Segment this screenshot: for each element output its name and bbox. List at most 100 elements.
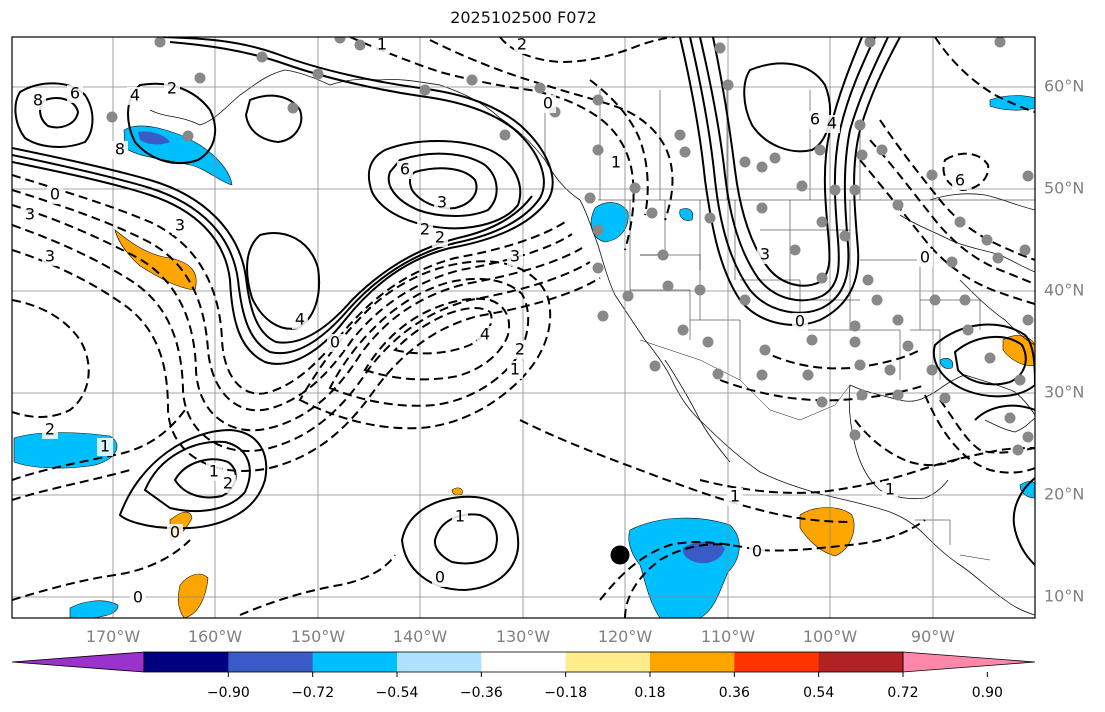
shade-negative: [679, 208, 693, 221]
contour-label: 8: [33, 91, 43, 110]
colorbar-tick-labels: −0.90 −0.72 −0.54 −0.36 −0.18 0.18 0.36 0.54 0.7…: [207, 685, 1003, 701]
contour-label: 8: [115, 140, 125, 159]
location-marker: [610, 545, 630, 565]
contour-label: 3: [45, 247, 55, 266]
contour-label: 1: [885, 480, 895, 499]
colorbar-segment: [144, 652, 229, 672]
gridlines: [12, 37, 1035, 618]
contour-label: 1: [455, 507, 465, 526]
colorbar-tick-label: −0.18: [544, 685, 587, 701]
colorbar-segment: [650, 652, 735, 672]
contour-label: 6: [70, 84, 80, 103]
contour-label: 3: [25, 205, 35, 224]
contour-label: 4: [295, 310, 305, 329]
contour-label: 0: [920, 248, 930, 267]
colorbar-segment-max: [902, 651, 1036, 673]
map-title: 2025102500 F072: [450, 8, 597, 27]
longitude-labels: 170°W 160°W 150°W 140°W 130°W 120°W 110°W 100°W…: [86, 627, 955, 646]
colorbar-segment: [397, 652, 482, 672]
colorbar-tick-label: 0.54: [803, 685, 834, 701]
contour-label: 2: [435, 228, 445, 247]
colorbar-tick-label: 0.90: [972, 685, 1003, 701]
colorbar-tick-label: 0.72: [887, 685, 918, 701]
longitude-label: 170°W: [86, 627, 141, 646]
latitude-label: 60°N: [1044, 77, 1084, 96]
contour-label: 1: [377, 35, 387, 54]
latitude-label: 40°N: [1044, 281, 1084, 300]
longitude-label: 130°W: [496, 627, 551, 646]
colorbar-segment: [734, 652, 820, 672]
contour-label: 2: [223, 474, 233, 493]
contour-label: 6: [955, 171, 965, 190]
solid-contours: [12, 37, 1035, 592]
shade-positive: [451, 487, 463, 496]
colorbar-segment: [312, 652, 398, 672]
contour-label: 3: [175, 216, 185, 235]
longitude-label: 140°W: [393, 627, 448, 646]
colorbar-tick-label: −0.72: [291, 685, 334, 701]
contour-label: 6: [810, 110, 820, 129]
contour-label: 0: [752, 542, 762, 561]
contour-label: 0: [543, 94, 553, 113]
contour-label: 1: [611, 153, 621, 172]
shade-positive: [114, 229, 197, 291]
contour-label: 2: [420, 220, 430, 239]
longitude-label: 150°W: [291, 627, 346, 646]
shade-negative: [628, 517, 740, 618]
colorbar-segment: [481, 652, 567, 672]
shade-negative: [939, 358, 953, 369]
contour-label: 1: [730, 487, 740, 506]
longitude-label: 90°W: [911, 627, 955, 646]
colorbar-tick-label: −0.54: [376, 685, 419, 701]
contour-label: 3: [510, 247, 520, 266]
shade-positive: [177, 573, 209, 618]
shade-negative: [590, 202, 629, 243]
contour-label: 2: [167, 79, 177, 98]
latitude-label: 50°N: [1044, 179, 1084, 198]
colorbar-tick-label: 0.36: [719, 685, 750, 701]
latitude-label: 30°N: [1044, 383, 1084, 402]
contour-label: 2: [45, 420, 55, 439]
contour-label: 4: [130, 86, 140, 105]
shade-negative: [69, 600, 119, 618]
contour-label: 0: [795, 312, 805, 331]
colorbar-tick-label: −0.36: [460, 685, 503, 701]
colorbar-segment: [565, 652, 651, 672]
colorbar-tick-label: 0.18: [634, 685, 665, 701]
contour-label: 3: [437, 193, 447, 212]
longitude-label: 110°W: [701, 627, 756, 646]
longitude-label: 120°W: [598, 627, 653, 646]
colorbar-segment: [228, 652, 314, 672]
contour-label: 0: [50, 185, 60, 204]
latitude-label: 20°N: [1044, 485, 1084, 504]
contour-label: 0: [170, 523, 180, 542]
longitude-label: 160°W: [188, 627, 243, 646]
station-dots: [106, 37, 1034, 456]
contour-label: 1: [209, 462, 219, 481]
colorbar: [11, 651, 1036, 677]
contour-label: 0: [330, 333, 340, 352]
shade-positive: [1002, 335, 1035, 366]
latitude-labels: 60°N 50°N 40°N 30°N 20°N 10°N: [1044, 77, 1084, 606]
contour-label: 2: [515, 340, 525, 359]
colorbar-segment: [818, 652, 904, 672]
contour-label: 6: [400, 160, 410, 179]
colorbar-segment-min: [11, 651, 145, 673]
contour-label: 0: [133, 588, 143, 607]
contour-label: 3: [760, 245, 770, 264]
map-frame: [11, 36, 1036, 619]
contour-label: 1: [100, 437, 110, 456]
contour-label: 1: [510, 360, 520, 379]
contour-label: 4: [480, 325, 490, 344]
colorbar-tick-label: −0.90: [207, 685, 250, 701]
contour-label: 2: [517, 35, 527, 54]
shade-negative-strong: [138, 131, 170, 145]
contour-label: 0: [435, 568, 445, 587]
latitude-label: 10°N: [1044, 587, 1084, 606]
political-borders: [544, 90, 1035, 561]
dashed-contours: [12, 37, 1035, 618]
contour-label: 4: [827, 114, 837, 133]
longitude-label: 100°W: [803, 627, 858, 646]
